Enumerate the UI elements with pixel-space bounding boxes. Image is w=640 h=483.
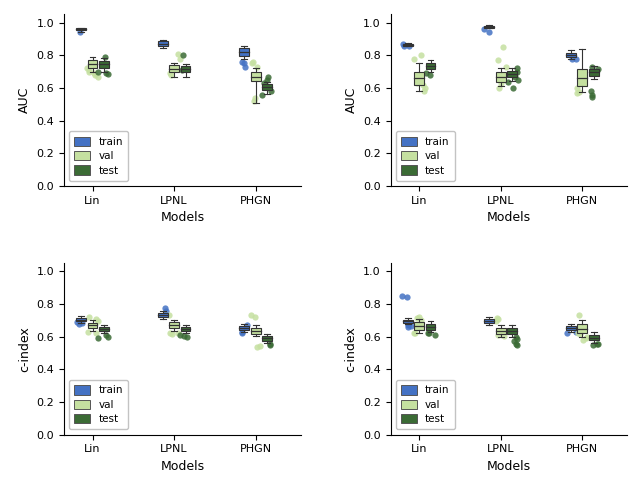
Bar xyxy=(262,84,272,90)
Bar xyxy=(239,326,249,330)
Bar xyxy=(577,324,588,333)
Bar xyxy=(180,66,191,72)
Bar xyxy=(414,72,424,85)
Bar xyxy=(426,324,435,330)
Bar xyxy=(577,69,588,85)
Legend: train, val, test: train, val, test xyxy=(396,380,454,429)
Legend: train, val, test: train, val, test xyxy=(396,131,454,181)
Bar xyxy=(76,28,86,30)
Bar xyxy=(180,327,191,331)
Bar xyxy=(414,323,424,330)
Bar xyxy=(262,336,272,341)
Bar xyxy=(496,327,506,334)
Bar xyxy=(589,69,598,76)
Bar xyxy=(251,327,260,334)
Bar xyxy=(566,53,576,57)
Bar xyxy=(251,72,260,81)
Bar xyxy=(508,328,517,334)
Bar xyxy=(99,61,109,69)
Bar xyxy=(484,319,494,323)
Bar xyxy=(239,48,249,56)
Y-axis label: c-index: c-index xyxy=(18,326,31,372)
Bar xyxy=(589,335,598,341)
Bar xyxy=(158,42,168,46)
Bar xyxy=(566,326,576,330)
Bar xyxy=(508,71,517,77)
Y-axis label: AUC: AUC xyxy=(344,87,358,114)
Bar xyxy=(76,318,86,321)
Bar xyxy=(169,65,179,72)
Y-axis label: c-index: c-index xyxy=(344,326,358,372)
Bar xyxy=(426,63,435,69)
Bar xyxy=(158,313,168,317)
Legend: train, val, test: train, val, test xyxy=(69,131,128,181)
Bar xyxy=(403,44,413,45)
Bar xyxy=(484,26,494,28)
Bar xyxy=(88,60,97,68)
Bar xyxy=(169,322,179,328)
X-axis label: Models: Models xyxy=(487,460,531,473)
X-axis label: Models: Models xyxy=(487,211,531,224)
Y-axis label: AUC: AUC xyxy=(18,87,31,114)
Bar xyxy=(496,72,506,82)
Bar xyxy=(88,323,97,328)
Legend: train, val, test: train, val, test xyxy=(69,380,128,429)
X-axis label: Models: Models xyxy=(160,460,204,473)
X-axis label: Models: Models xyxy=(160,211,204,224)
Bar xyxy=(403,320,413,323)
Bar xyxy=(99,327,109,331)
